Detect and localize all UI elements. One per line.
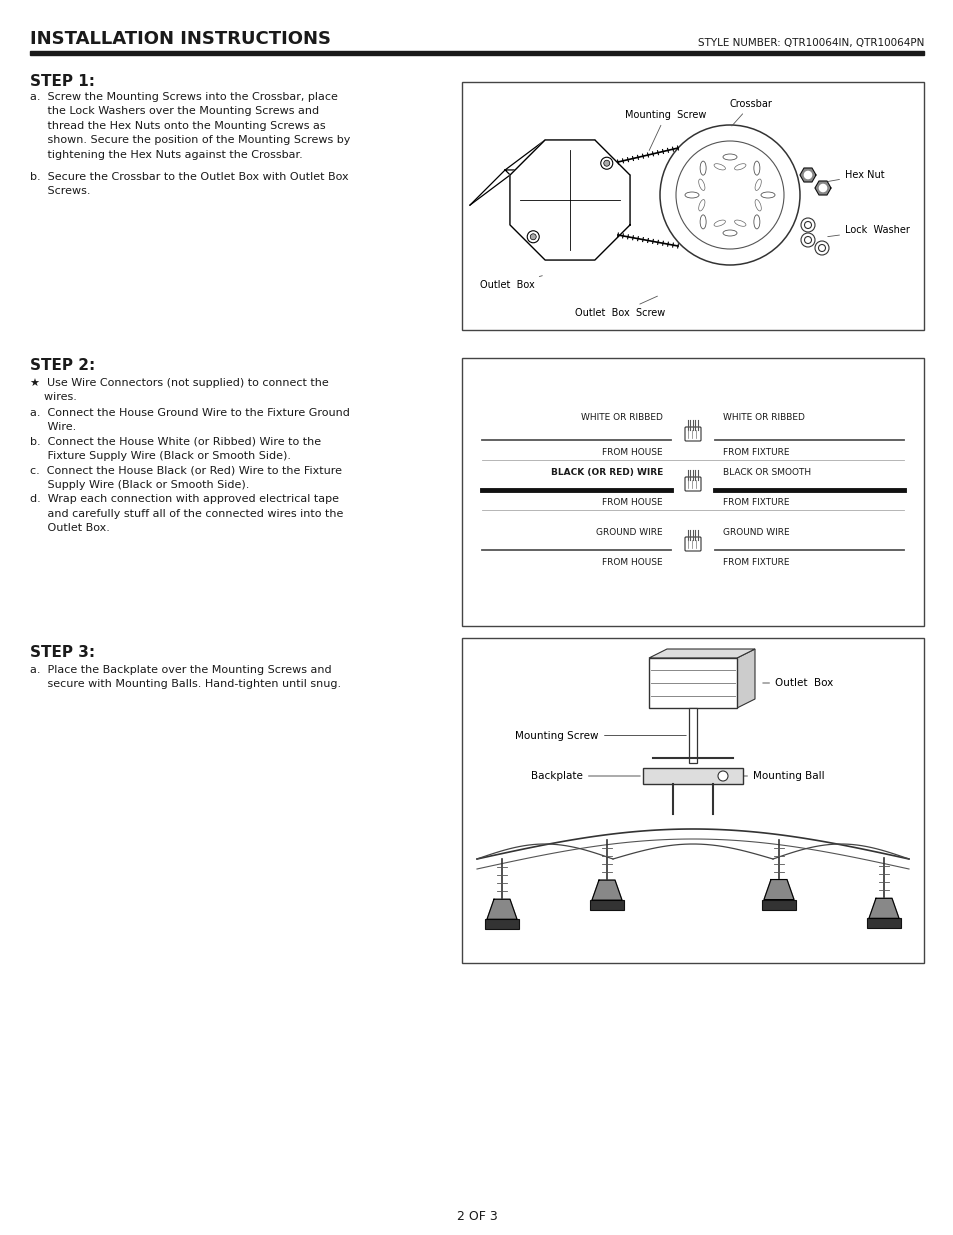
Circle shape (603, 161, 609, 167)
Text: STEP 1:: STEP 1: (30, 74, 95, 89)
Text: a.  Screw the Mounting Screws into the Crossbar, place
     the Lock Washers ove: a. Screw the Mounting Screws into the Cr… (30, 91, 350, 159)
Ellipse shape (734, 164, 745, 170)
Text: Mounting Screw: Mounting Screw (515, 730, 685, 741)
Text: GROUND WIRE: GROUND WIRE (596, 529, 662, 537)
Circle shape (803, 236, 811, 243)
Text: WHITE OR RIBBED: WHITE OR RIBBED (580, 412, 662, 422)
Text: FROM HOUSE: FROM HOUSE (601, 448, 662, 457)
Polygon shape (800, 168, 815, 182)
Text: STEP 3:: STEP 3: (30, 645, 95, 659)
Text: Outlet  Box  Screw: Outlet Box Screw (575, 296, 664, 317)
Ellipse shape (760, 191, 774, 198)
Polygon shape (737, 650, 754, 708)
Ellipse shape (722, 154, 737, 161)
Text: FROM FIXTURE: FROM FIXTURE (722, 448, 789, 457)
Ellipse shape (713, 220, 724, 226)
Polygon shape (592, 881, 621, 900)
Ellipse shape (754, 179, 760, 190)
Polygon shape (763, 879, 793, 899)
Bar (589, 900, 623, 910)
Text: Outlet  Box: Outlet Box (762, 678, 832, 688)
Circle shape (814, 241, 828, 254)
Text: 2 OF 3: 2 OF 3 (456, 1210, 497, 1223)
FancyBboxPatch shape (684, 537, 700, 551)
Text: STYLE NUMBER: QTR10064IN, QTR10064PN: STYLE NUMBER: QTR10064IN, QTR10064PN (697, 38, 923, 48)
Text: a.  Place the Backplate over the Mounting Screws and
     secure with Mounting B: a. Place the Backplate over the Mounting… (30, 664, 341, 689)
Text: Crossbar: Crossbar (729, 99, 772, 126)
Text: Hex Nut: Hex Nut (827, 170, 883, 182)
Text: Backplate: Backplate (531, 771, 639, 781)
Ellipse shape (684, 191, 699, 198)
Circle shape (818, 245, 824, 252)
Ellipse shape (700, 215, 705, 228)
Circle shape (600, 157, 612, 169)
Ellipse shape (700, 161, 705, 175)
Text: FROM HOUSE: FROM HOUSE (601, 558, 662, 567)
Text: Lock  Washer: Lock Washer (827, 225, 909, 237)
Text: FROM FIXTURE: FROM FIXTURE (722, 498, 789, 508)
Circle shape (676, 141, 783, 249)
Polygon shape (486, 899, 517, 919)
Circle shape (718, 771, 727, 781)
Circle shape (801, 219, 814, 232)
Polygon shape (648, 650, 754, 658)
FancyBboxPatch shape (684, 427, 700, 441)
Bar (461, 358, 923, 626)
Text: Mounting Ball: Mounting Ball (731, 771, 823, 781)
Bar (484, 919, 518, 929)
FancyBboxPatch shape (684, 477, 700, 492)
Ellipse shape (722, 230, 737, 236)
Circle shape (803, 172, 811, 179)
Text: Outlet  Box: Outlet Box (479, 275, 541, 290)
Text: WHITE OR RIBBED: WHITE OR RIBBED (722, 412, 804, 422)
Ellipse shape (698, 179, 704, 190)
Text: BLACK (OR RED) WIRE: BLACK (OR RED) WIRE (550, 468, 662, 477)
Ellipse shape (734, 220, 745, 226)
Circle shape (530, 233, 536, 240)
Text: Mounting  Screw: Mounting Screw (624, 110, 705, 151)
Bar (648, 658, 737, 708)
Bar (461, 638, 923, 963)
Bar (30, 51, 923, 56)
Polygon shape (510, 140, 629, 261)
Bar (642, 768, 742, 784)
Polygon shape (814, 182, 830, 195)
Circle shape (801, 233, 814, 247)
Ellipse shape (713, 164, 724, 170)
Ellipse shape (698, 200, 704, 211)
Circle shape (659, 125, 800, 266)
Text: b.  Secure the Crossbar to the Outlet Box with Outlet Box
     Screws.: b. Secure the Crossbar to the Outlet Box… (30, 172, 348, 196)
Text: ★  Use Wire Connectors (not supplied) to connect the
    wires.: ★ Use Wire Connectors (not supplied) to … (30, 378, 329, 403)
Bar (761, 899, 795, 909)
Circle shape (803, 221, 811, 228)
Ellipse shape (753, 215, 760, 228)
Text: GROUND WIRE: GROUND WIRE (722, 529, 789, 537)
Text: BLACK OR SMOOTH: BLACK OR SMOOTH (722, 468, 810, 477)
Text: FROM HOUSE: FROM HOUSE (601, 498, 662, 508)
Text: INSTALLATION INSTRUCTIONS: INSTALLATION INSTRUCTIONS (30, 30, 331, 48)
Text: a.  Connect the House Ground Wire to the Fixture Ground
     Wire.
b.  Connect t: a. Connect the House Ground Wire to the … (30, 408, 350, 534)
Bar (688, 708, 697, 763)
Text: STEP 2:: STEP 2: (30, 358, 95, 373)
Ellipse shape (753, 161, 760, 175)
Polygon shape (868, 898, 898, 919)
Circle shape (819, 184, 825, 191)
Circle shape (527, 231, 538, 243)
Text: FROM FIXTURE: FROM FIXTURE (722, 558, 789, 567)
Bar (866, 919, 900, 929)
Bar (461, 82, 923, 330)
Ellipse shape (754, 200, 760, 211)
